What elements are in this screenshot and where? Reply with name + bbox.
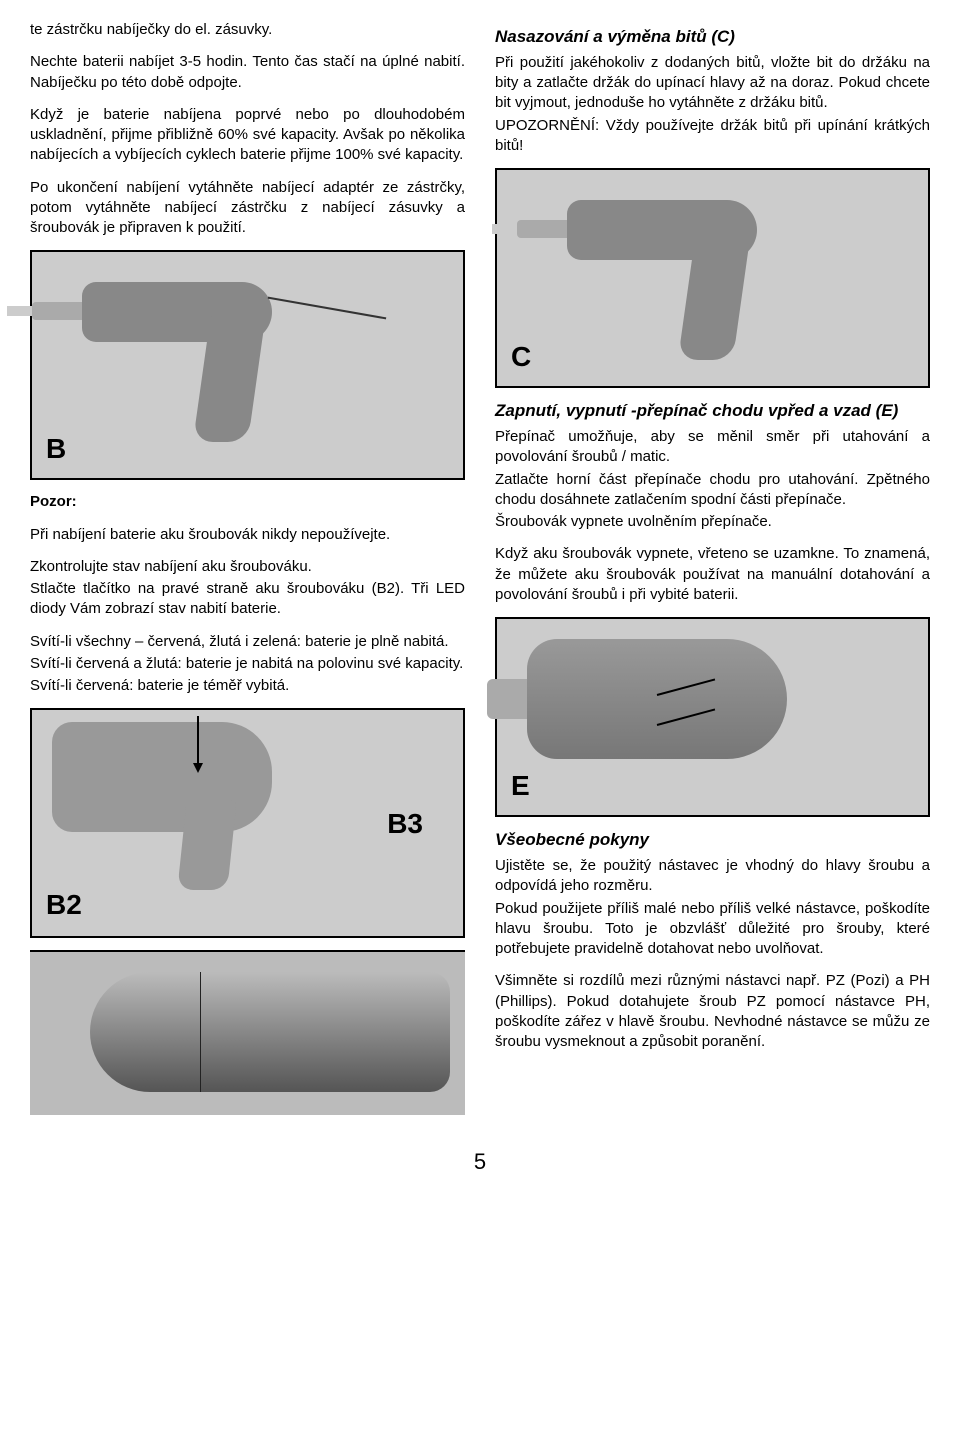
para: Zkontrolujte stav nabíjení aku šroubovák… xyxy=(30,557,465,577)
para: Když aku šroubovák vypnete, vřeteno se u… xyxy=(495,544,930,605)
charging-cord-icon xyxy=(268,297,387,320)
figure-b2: B2 B3 xyxy=(30,708,465,938)
para: Pokud použijete příliš malé nebo příliš … xyxy=(495,899,930,960)
para: Přepínač umožňuje, aby se měnil směr při… xyxy=(495,427,930,468)
drill-body-icon xyxy=(527,639,787,759)
para: Nechte baterii nabíjet 3-5 hodin. Tento … xyxy=(30,52,465,93)
para: Při nabíjení baterie aku šroubovák nikdy… xyxy=(30,525,465,545)
figure-label-b3: B3 xyxy=(387,805,423,843)
figure-e: E xyxy=(495,617,930,817)
para: Při použití jakéhokoliv z dodaných bitů,… xyxy=(495,53,930,114)
para: Stlačte tlačítko na pravé straně aku šro… xyxy=(30,579,465,620)
figure-label-c: C xyxy=(511,338,531,376)
seam-line-icon xyxy=(200,972,201,1092)
right-column: Nasazování a výměna bitů (C) Při použití… xyxy=(495,20,930,1127)
para: UPOZORNĚNÍ: Vždy používejte držák bitů p… xyxy=(495,116,930,157)
heading-general: Všeobecné pokyny xyxy=(495,829,930,852)
figure-label-b: B xyxy=(46,430,66,468)
arrow-icon xyxy=(197,716,199,771)
drill-handle-icon xyxy=(177,800,236,890)
para: Zatlačte horní část přepínače chodu pro … xyxy=(495,470,930,511)
figure-bottom xyxy=(30,950,465,1115)
figure-c: C xyxy=(495,168,930,388)
para: Svítí-li červená a žlutá: baterie je nab… xyxy=(30,654,465,674)
left-column: te zástrčku nabíječky do el. zásuvky. Ne… xyxy=(30,20,465,1127)
para: Šroubovák vypnete uvolněním přepínače. xyxy=(495,512,930,532)
figure-b: B xyxy=(30,250,465,480)
figure-label-b2: B2 xyxy=(46,886,82,924)
drill-body-icon xyxy=(52,722,272,832)
heading-c: Nasazování a výměna bitů (C) xyxy=(495,26,930,49)
para: te zástrčku nabíječky do el. zásuvky. xyxy=(30,20,465,40)
para: Když je baterie nabíjena poprvé nebo po … xyxy=(30,105,465,166)
heading-e: Zapnutí, vypnutí -přepínač chodu vpřed a… xyxy=(495,400,930,423)
drill-barrel-icon xyxy=(90,972,450,1092)
para: Ujistěte se, že použitý nástavec je vhod… xyxy=(495,856,930,897)
pozor-heading: Pozor: xyxy=(30,492,465,512)
para: Svítí-li všechny – červená, žlutá i zele… xyxy=(30,632,465,652)
figure-label-e: E xyxy=(511,767,530,805)
page-number: 5 xyxy=(30,1147,930,1177)
para: Svítí-li červená: baterie je téměř vybit… xyxy=(30,676,465,696)
pozor-label: Pozor: xyxy=(30,493,77,510)
para: Všimněte si rozdílů mezi různými nástavc… xyxy=(495,971,930,1052)
para: Po ukončení nabíjení vytáhněte nabíjecí … xyxy=(30,178,465,239)
